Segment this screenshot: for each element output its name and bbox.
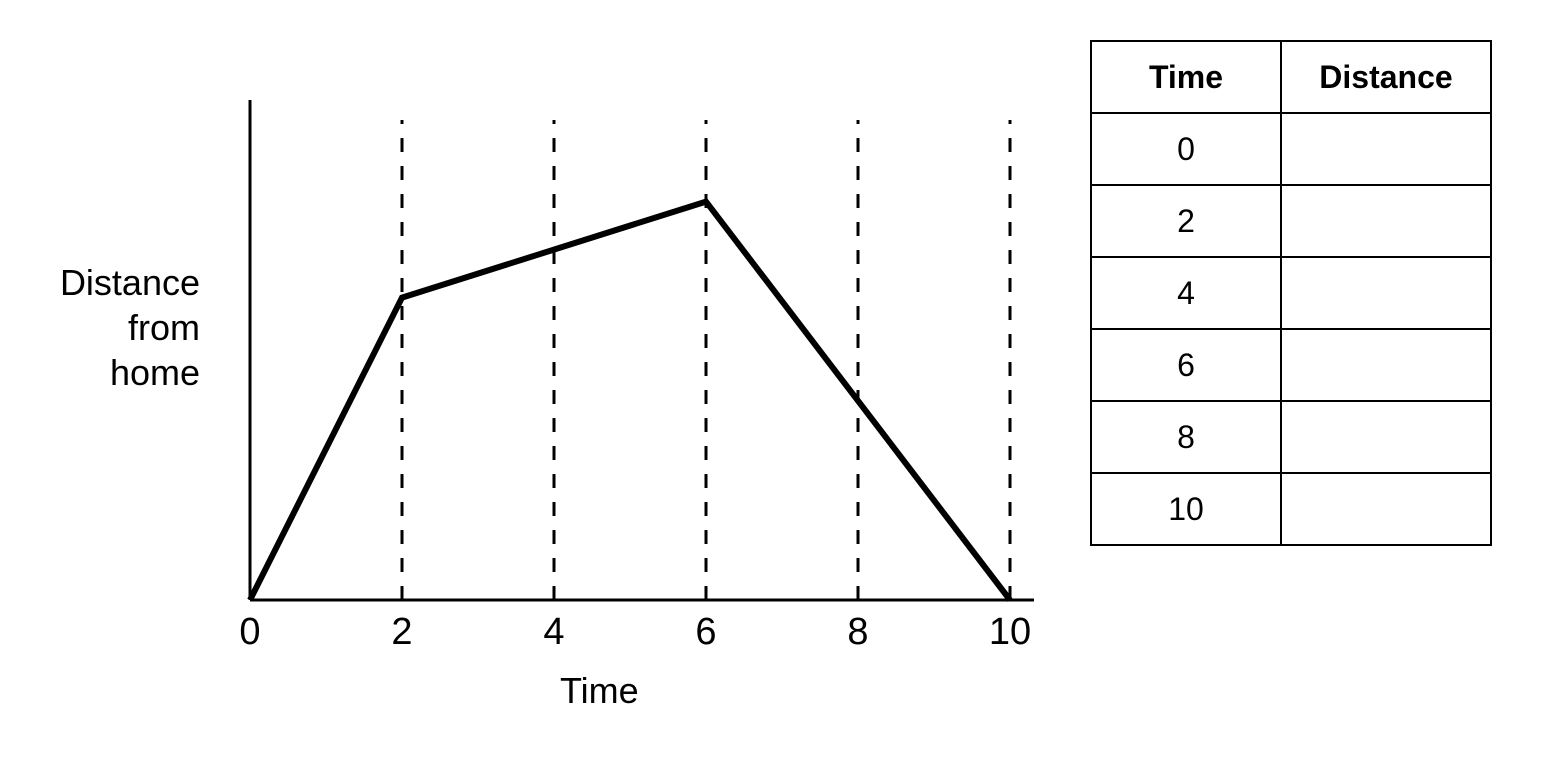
x-tick-label: 0 xyxy=(239,611,260,653)
cell-distance xyxy=(1281,185,1491,257)
x-tick-label: 8 xyxy=(847,611,868,653)
axes-group xyxy=(250,100,1034,600)
cell-time: 6 xyxy=(1091,329,1281,401)
data-table: Time Distance 0 2 4 6 xyxy=(1090,40,1492,546)
xtick-labels-group: 0 2 4 6 8 10 xyxy=(239,611,1031,653)
table-region: Time Distance 0 2 4 6 xyxy=(1090,40,1492,546)
cell-distance xyxy=(1281,113,1491,185)
series-group xyxy=(250,202,1010,600)
table-row: 6 xyxy=(1091,329,1491,401)
y-axis-label-line-2: from xyxy=(128,307,200,348)
page-container: Distance from home 0246810 Time Time Dis… xyxy=(0,0,1557,762)
x-tick-label: 6 xyxy=(695,611,716,653)
table-header-row: Time Distance xyxy=(1091,41,1491,113)
cell-distance xyxy=(1281,257,1491,329)
cell-time: 8 xyxy=(1091,401,1281,473)
x-tick-label: 2 xyxy=(391,611,412,653)
y-axis-label: Distance from home xyxy=(0,260,200,395)
table-row: 2 xyxy=(1091,185,1491,257)
table-row: 0 xyxy=(1091,113,1491,185)
gridlines-group xyxy=(402,120,1010,600)
cell-time: 10 xyxy=(1091,473,1281,545)
cell-distance xyxy=(1281,401,1491,473)
x-tick-label: 10 xyxy=(989,611,1031,653)
y-axis-label-line-1: Distance xyxy=(60,262,200,303)
x-tick-label: 4 xyxy=(543,611,564,653)
cell-distance xyxy=(1281,473,1491,545)
y-axis-label-line-3: home xyxy=(110,352,200,393)
chart-svg: 0 2 4 6 8 10 xyxy=(210,100,1040,660)
table-row: 10 xyxy=(1091,473,1491,545)
table-header-time: Time xyxy=(1091,41,1281,113)
cell-time: 2 xyxy=(1091,185,1281,257)
cell-distance xyxy=(1281,329,1491,401)
table-header-distance: Distance xyxy=(1281,41,1491,113)
table-row: 8 xyxy=(1091,401,1491,473)
chart-region: Distance from home 0 2 4 6 8 10 Time xyxy=(0,0,1060,762)
x-axis-label: Time xyxy=(560,670,639,712)
table-row: 4 xyxy=(1091,257,1491,329)
cell-time: 4 xyxy=(1091,257,1281,329)
cell-time: 0 xyxy=(1091,113,1281,185)
data-series-line xyxy=(250,202,1010,600)
